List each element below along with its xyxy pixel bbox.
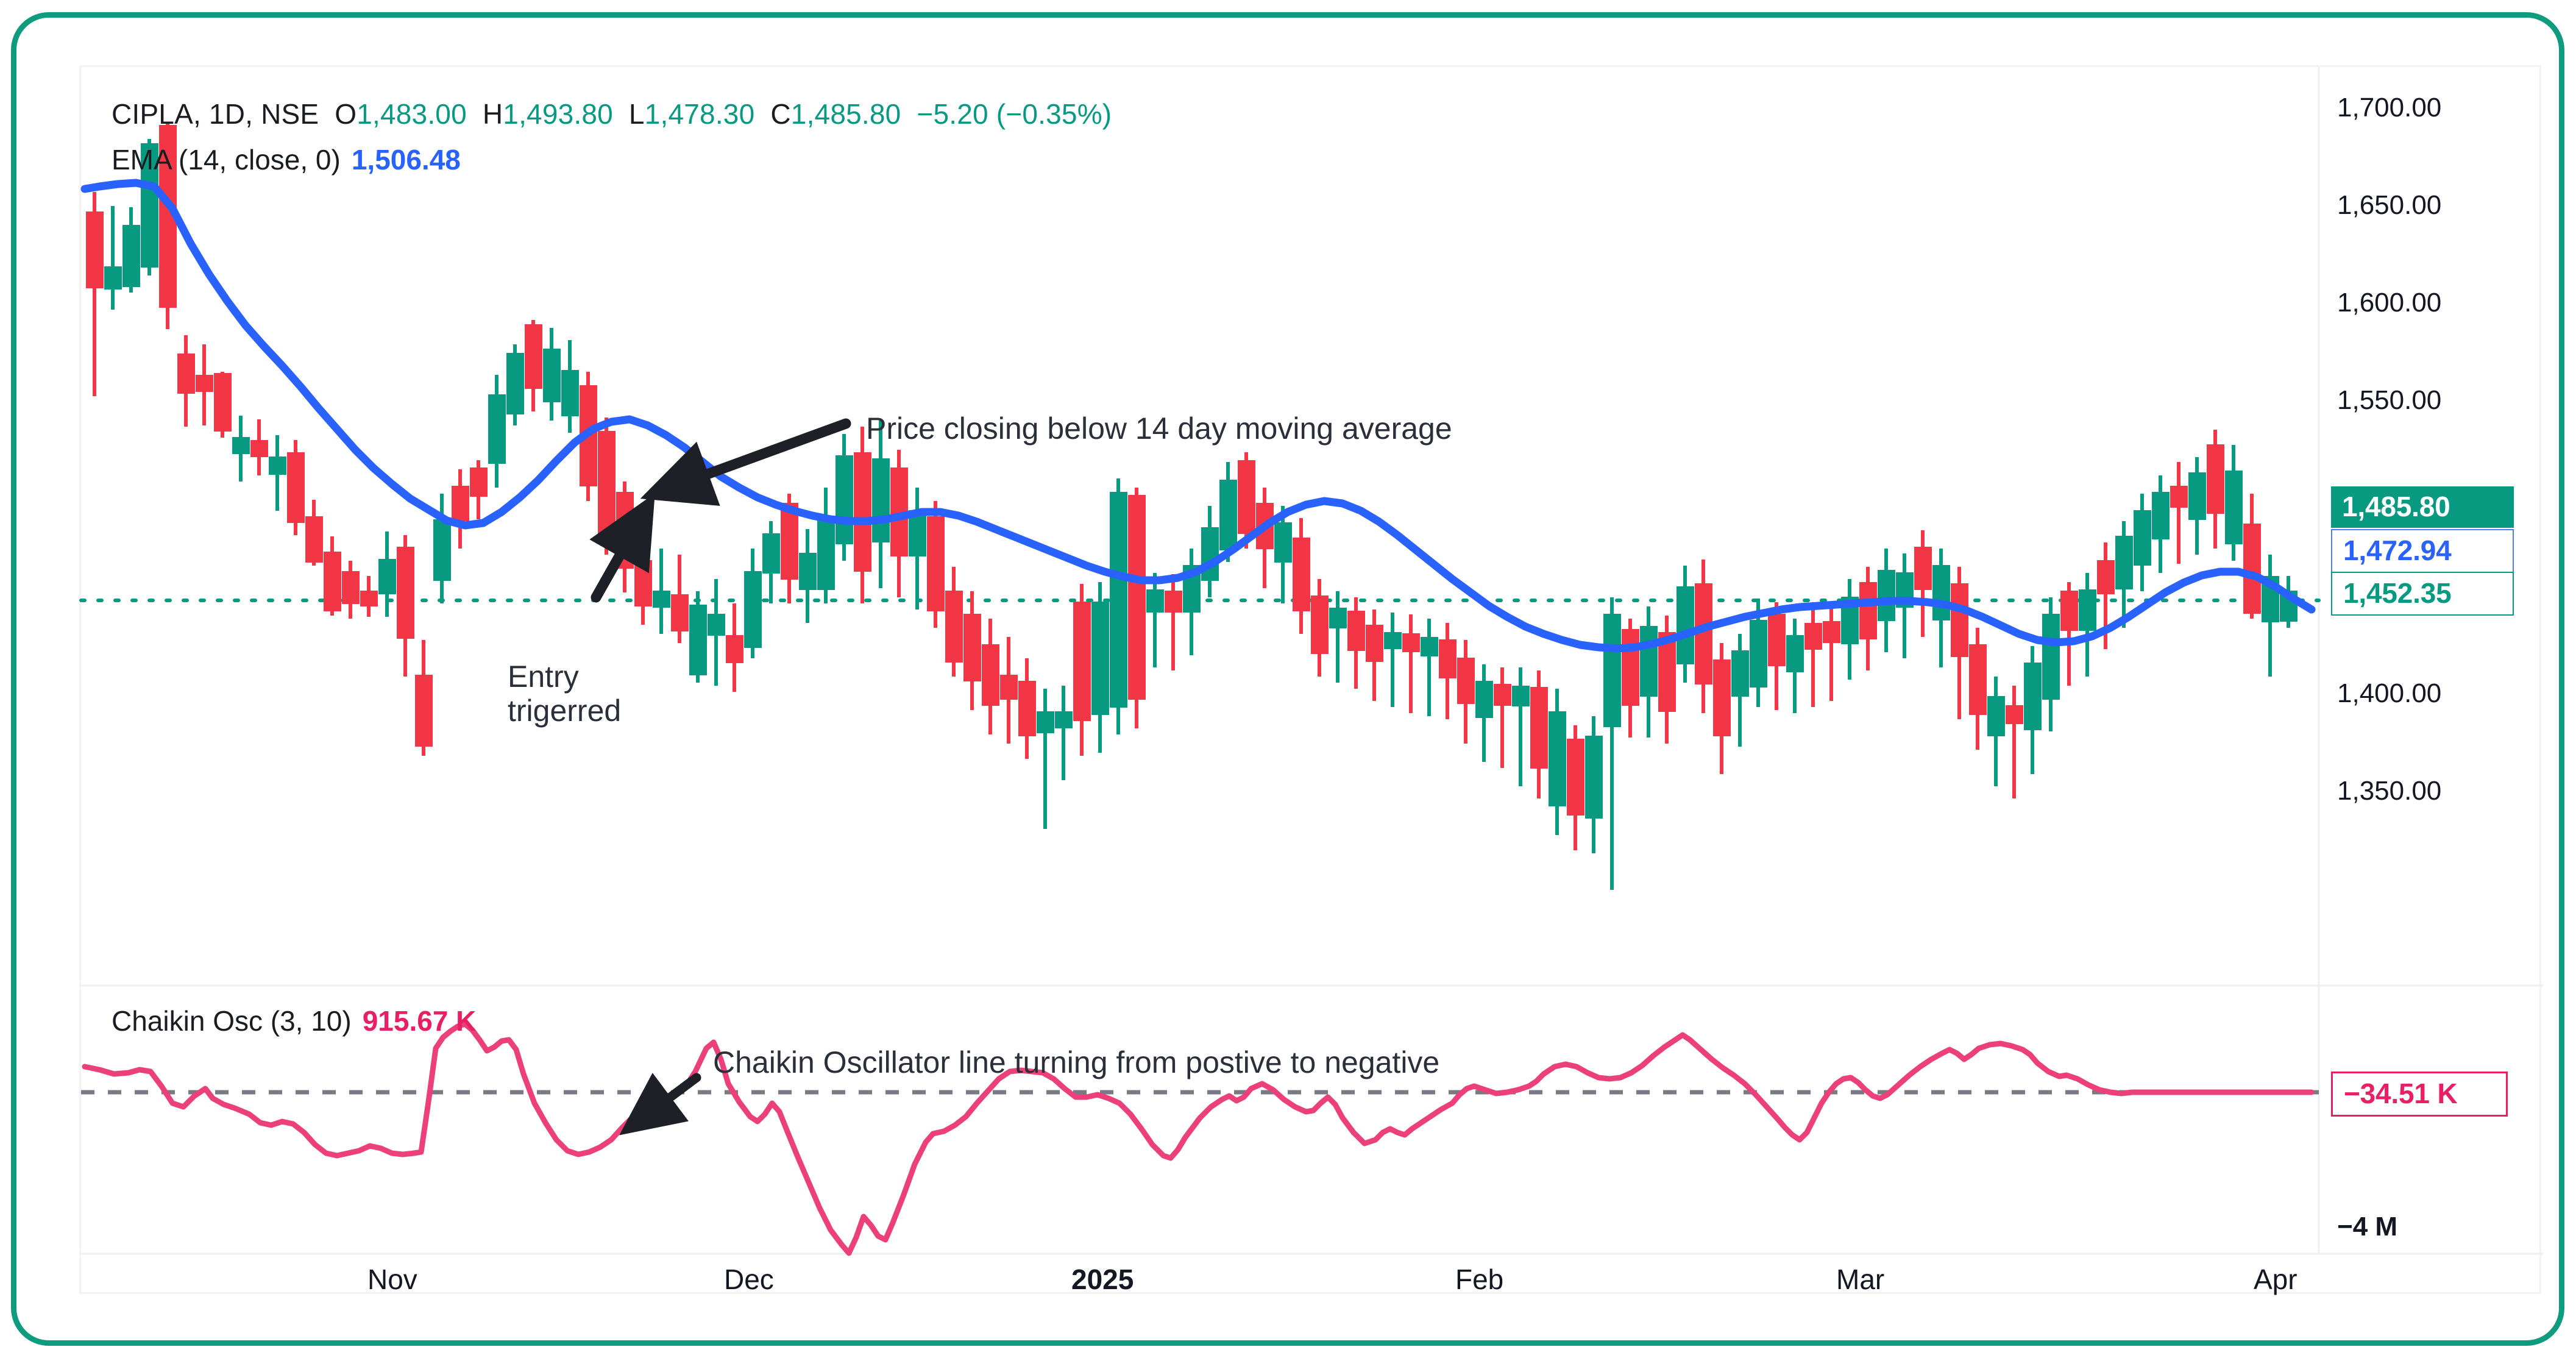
annotation-price-below-ma: Price closing below 14 day moving averag… <box>866 411 1452 446</box>
low-value: 1,478.30 <box>644 98 755 130</box>
close-key: C <box>770 98 791 130</box>
price-tick-1350: 1,350.00 <box>2337 776 2442 806</box>
x-tick-2025: 2025 <box>1071 1264 1134 1295</box>
chaikin-legend[interactable]: Chaikin Osc (3, 10) 915.67 K <box>112 1004 476 1037</box>
last-price-badge[interactable]: 1,485.80 <box>2331 486 2514 528</box>
chaikin-label: Chaikin Osc (3, 10) <box>112 1005 352 1037</box>
price-tick-1550: 1,550.00 <box>2337 385 2442 415</box>
chart-card[interactable]: CIPLA, 1D, NSE O1,483.00 H1,493.80 L1,47… <box>79 65 2543 1295</box>
previous-close-badge[interactable]: 1,452.35 <box>2331 572 2514 616</box>
chaikin-value-badge[interactable]: −34.51 K <box>2331 1072 2508 1117</box>
x-tick-dec: Dec <box>724 1264 774 1295</box>
ema-label: EMA (14, close, 0) <box>112 144 341 176</box>
x-tick-mar: Mar <box>1836 1264 1885 1295</box>
chaikin-value: 915.67 K <box>362 1005 477 1037</box>
open-key: O <box>335 98 357 130</box>
ema-price-badge[interactable]: 1,472.94 <box>2331 529 2514 573</box>
price-legend[interactable]: CIPLA, 1D, NSE O1,483.00 H1,493.80 L1,47… <box>112 98 1112 130</box>
symbol-label[interactable]: CIPLA, 1D, NSE <box>112 98 319 130</box>
chaikin-tick-minus4m: −4 M <box>2337 1212 2398 1242</box>
high-key: H <box>482 98 503 130</box>
change-value: −5.20 (−0.35%) <box>917 98 1112 130</box>
ema-legend[interactable]: EMA (14, close, 0) 1,506.48 <box>112 143 461 176</box>
annotation-entry-triggered: Entry trigerred <box>508 659 622 728</box>
annotation-chaikin-cross: Chaikin Oscillator line turning from pos… <box>713 1045 1440 1079</box>
chaikin-line <box>82 1021 2315 1256</box>
close-value: 1,485.80 <box>790 98 901 130</box>
chart-frame: CIPLA, 1D, NSE O1,483.00 H1,493.80 L1,47… <box>11 12 2564 1346</box>
high-value: 1,493.80 <box>503 98 613 130</box>
price-annotation-arrow <box>640 418 851 507</box>
x-tick-apr: Apr <box>2254 1264 2297 1295</box>
chaikin-annotation-arrow <box>619 1073 701 1136</box>
chart-canvas <box>79 67 2543 1256</box>
low-key: L <box>628 98 645 130</box>
price-tick-1650: 1,650.00 <box>2337 190 2442 220</box>
open-value: 1,483.00 <box>357 98 467 130</box>
ema-line <box>80 179 2316 653</box>
x-tick-feb: Feb <box>1455 1264 1504 1295</box>
entry-annotation-arrow <box>589 493 655 603</box>
price-tick-1700: 1,700.00 <box>2337 93 2442 123</box>
price-tick-1400: 1,400.00 <box>2337 678 2442 708</box>
x-tick-nov: Nov <box>367 1264 417 1295</box>
price-tick-1600: 1,600.00 <box>2337 288 2442 318</box>
ema-value: 1,506.48 <box>351 144 461 176</box>
